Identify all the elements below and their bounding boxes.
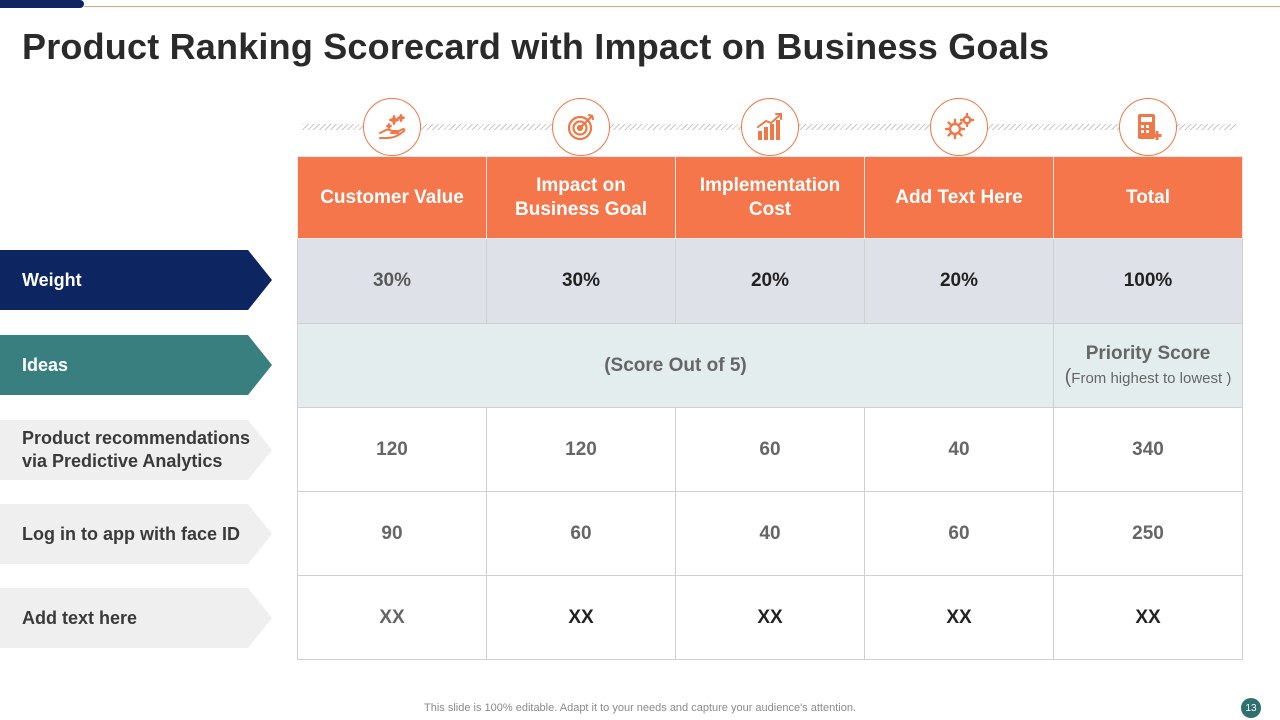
table-cell: XX [297,575,487,660]
priority-score-subtext: From highest to lowest ) [1071,369,1232,387]
page-number-badge: 13 [1241,698,1261,718]
row-label-idea-2: Log in to app with face ID [0,504,272,564]
table-cell: 60 [486,491,676,576]
score-note-cell: (Score Out of 5) [297,323,1054,408]
column-header-impact-on-business-goal: Impact on Business Goal [486,156,676,239]
table-cell: 60 [675,407,865,492]
priority-score-subtext-wrap: (From highest to lowest ) [1054,367,1242,389]
column-header-implementation-cost: Implementation Cost [675,156,865,239]
table-cell: XX [675,575,865,660]
weight-cell: 30% [486,238,676,324]
table-cell: XX [486,575,676,660]
table-row: 90 60 40 60 250 [297,491,1243,576]
weight-cell-total: 100% [1053,238,1243,324]
table-cell: 40 [675,491,865,576]
column-header-total: Total [1053,156,1243,239]
footer-note: This slide is 100% editable. Adapt it to… [424,702,856,714]
weight-cell: 20% [864,238,1054,324]
table-row: XX XX XX XX XX [297,575,1243,660]
priority-score-paren: ( [1064,365,1072,388]
top-accent-bar [0,0,84,8]
slide-title: Product Ranking Scorecard with Impact on… [22,26,1050,67]
table-cell: XX [864,575,1054,660]
gears-icon [930,98,988,156]
priority-score-cell: Priority Score (From highest to lowest ) [1053,323,1243,408]
table-cell: 40 [864,407,1054,492]
weight-row: 30% 30% 20% 20% 100% [297,238,1243,324]
target-icon [552,98,610,156]
column-header-customer-value: Customer Value [297,156,487,239]
row-label-weight: Weight [0,250,272,310]
top-accent-line [84,6,1280,7]
table-row: 120 120 60 40 340 [297,407,1243,492]
growth-chart-icon [741,98,799,156]
table-header-row: Customer Value Impact on Business Goal I… [297,156,1243,239]
scorecard-table: Customer Value Impact on Business Goal I… [297,156,1243,660]
table-cell: 120 [297,407,487,492]
weight-cell: 30% [297,238,487,324]
row-label-idea-1: Product recommendations via Predictive A… [0,420,272,480]
weight-cell: 20% [675,238,865,324]
table-cell: 90 [297,491,487,576]
table-cell: 60 [864,491,1054,576]
table-cell: 250 [1053,491,1243,576]
row-label-idea-3: Add text here [0,588,272,648]
priority-score-heading: Priority Score [1085,342,1211,364]
row-label-ideas: Ideas [0,335,272,395]
table-cell: 120 [486,407,676,492]
table-cell: XX [1053,575,1243,660]
score-note-row: (Score Out of 5) Priority Score (From hi… [297,323,1243,408]
column-header-add-text: Add Text Here [864,156,1054,239]
calculator-icon [1119,98,1177,156]
table-cell: 340 [1053,407,1243,492]
score-note: (Score Out of 5) [604,354,747,376]
hand-sparkle-icon [363,98,421,156]
